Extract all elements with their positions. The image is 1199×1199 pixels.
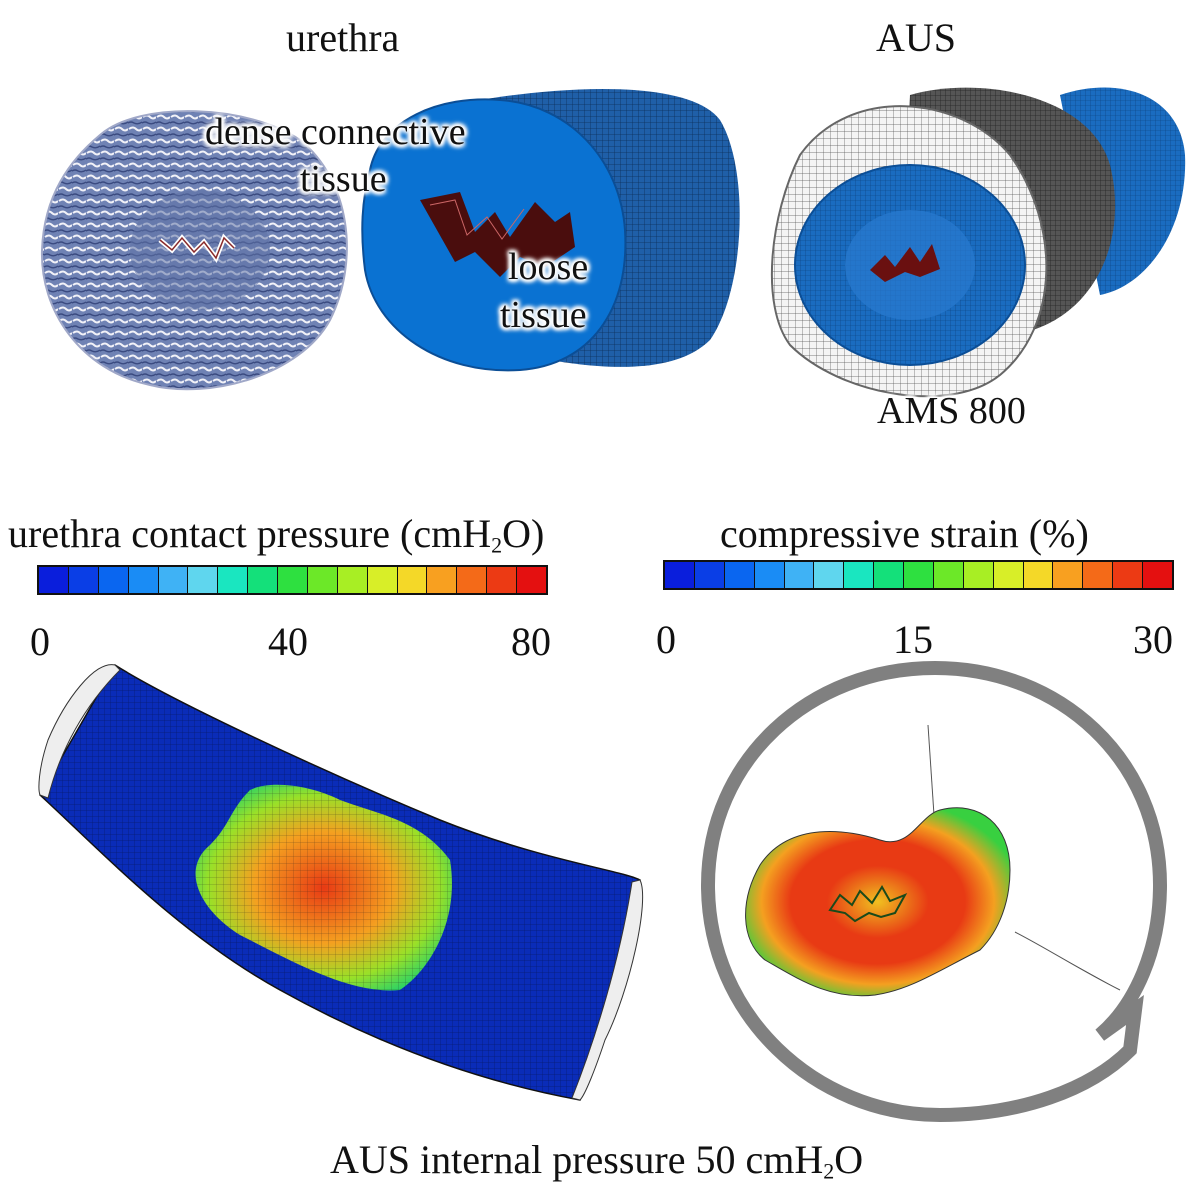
colorbar-segment xyxy=(814,562,845,588)
colorbar-segment xyxy=(188,567,219,593)
colorbar-segment xyxy=(68,567,99,593)
colorbar-segment xyxy=(128,567,159,593)
colorbar-segment xyxy=(754,562,785,588)
colorbar-segment xyxy=(307,567,338,593)
colorbar-segment xyxy=(218,567,249,593)
colorbar-segment xyxy=(933,562,964,588)
aus-title: AUS xyxy=(876,15,957,60)
colorbar-segment xyxy=(963,562,994,588)
pressure-legend-title: urethra contact pressure (cmH2O) xyxy=(8,511,545,558)
colorbar-segment xyxy=(874,562,904,588)
colorbar-segment xyxy=(1113,562,1143,588)
histology-cross-section xyxy=(40,110,348,391)
aus-device-model xyxy=(770,87,1186,398)
pressure-colorbar xyxy=(37,565,548,595)
colorbar-segment xyxy=(427,567,458,593)
caption: AUS internal pressure 50 cmH2O xyxy=(330,1137,864,1184)
colorbar-segment xyxy=(248,567,278,593)
strain-cross-section xyxy=(700,660,1168,1123)
colorbar-segment xyxy=(1143,562,1172,588)
colorbar-segment xyxy=(487,567,517,593)
colorbar-segment xyxy=(98,567,129,593)
pressure-tick-mid: 40 xyxy=(268,619,308,664)
urethra-title: urethra xyxy=(286,15,400,60)
colorbar-segment xyxy=(278,567,308,593)
colorbar-segment xyxy=(397,567,428,593)
colorbar-segment xyxy=(844,562,875,588)
colorbar-segment xyxy=(784,562,815,588)
strain-tick-min: 0 xyxy=(656,617,676,662)
colorbar-segment xyxy=(1023,562,1054,588)
strain-colorbar xyxy=(663,560,1174,590)
colorbar-segment xyxy=(1053,562,1084,588)
ams-800-label: AMS 800 xyxy=(877,390,1026,432)
colorbar-segment xyxy=(993,562,1024,588)
colorbar-segment xyxy=(367,567,398,593)
colorbar-segment xyxy=(457,567,488,593)
strain-tick-mid: 15 xyxy=(893,617,933,662)
urethra-pressure-model xyxy=(38,663,644,1101)
colorbar-segment xyxy=(724,562,755,588)
pressure-tick-max: 80 xyxy=(511,619,551,664)
colorbar-segment xyxy=(904,562,934,588)
colorbar-segment xyxy=(337,567,368,593)
strain-tick-max: 30 xyxy=(1133,617,1173,662)
strain-legend-title: compressive strain (%) xyxy=(720,511,1089,556)
colorbar-segment xyxy=(517,567,546,593)
colorbar-segment xyxy=(694,562,725,588)
dense-tissue-label-1: dense connective xyxy=(205,111,466,153)
colorbar-segment xyxy=(39,567,69,593)
pressure-tick-min: 0 xyxy=(30,619,50,664)
colorbar-segment xyxy=(665,562,695,588)
colorbar-segment xyxy=(158,567,189,593)
dense-tissue-label-2: tissue xyxy=(300,158,387,200)
loose-tissue-label-2: tissue xyxy=(500,294,587,336)
urethra-fe-model xyxy=(361,88,740,372)
colorbar-segment xyxy=(1083,562,1114,588)
loose-tissue-label-1: loose xyxy=(508,246,589,288)
